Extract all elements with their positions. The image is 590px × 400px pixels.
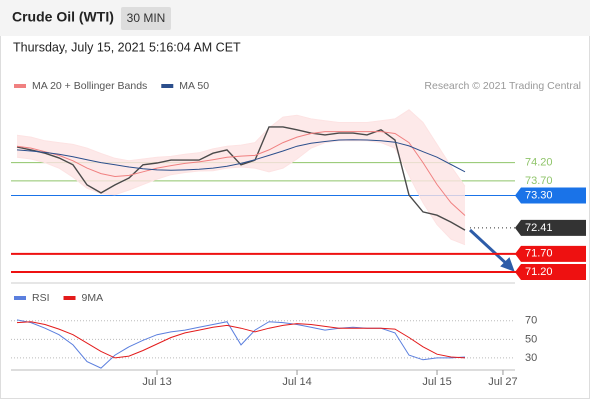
legend-label: RSI	[32, 292, 50, 304]
y-tick-label: 30	[525, 352, 537, 364]
legend-swatch	[63, 296, 76, 300]
source: Research © 2021 Trading Central	[424, 80, 581, 92]
series-line	[16, 139, 466, 173]
level-label: 74.20	[525, 157, 553, 169]
band-upper	[16, 109, 466, 187]
forecast-arrowhead	[500, 257, 515, 272]
series-line	[16, 321, 466, 359]
interval-label[interactable]: 30 MIN	[127, 11, 166, 25]
level-tag	[515, 187, 586, 204]
x-tick-label: Jul 13	[142, 376, 171, 388]
forecast-arrow	[468, 228, 511, 268]
series-line	[16, 131, 466, 216]
legend-label: MA 50	[179, 80, 209, 92]
instrument-title: Crude Oil (WTI)	[12, 9, 114, 25]
x-tick-label: Jul 27	[488, 376, 517, 388]
y-tick-label: 70	[525, 315, 537, 327]
legend-label: MA 20 + Bollinger Bands	[32, 80, 147, 92]
level-tag	[515, 264, 586, 281]
level-tag	[515, 245, 586, 262]
series-line	[16, 319, 466, 369]
y-tick-label: 50	[525, 333, 537, 345]
legend-swatch	[14, 84, 26, 88]
interval-button[interactable]	[121, 7, 171, 30]
legend-swatch	[14, 296, 26, 300]
level-label: 72.41	[525, 222, 553, 234]
timestamp: Thursday, July 15, 2021 5:16:04 AM CET	[13, 40, 241, 54]
level-label: 71.20	[525, 266, 553, 278]
legend-label: 9MA	[82, 292, 104, 304]
x-tick-label: Jul 15	[422, 376, 451, 388]
level-label: 71.70	[525, 248, 553, 260]
level-label: 73.70	[525, 175, 553, 187]
legend-swatch	[161, 84, 174, 88]
level-label: 73.30	[525, 189, 553, 201]
x-tick-label: Jul 14	[282, 376, 311, 388]
level-tag	[515, 219, 586, 236]
price-line	[16, 126, 466, 231]
header-bar	[0, 0, 590, 36]
bollinger-band	[17, 109, 465, 245]
band-lower	[16, 140, 466, 246]
